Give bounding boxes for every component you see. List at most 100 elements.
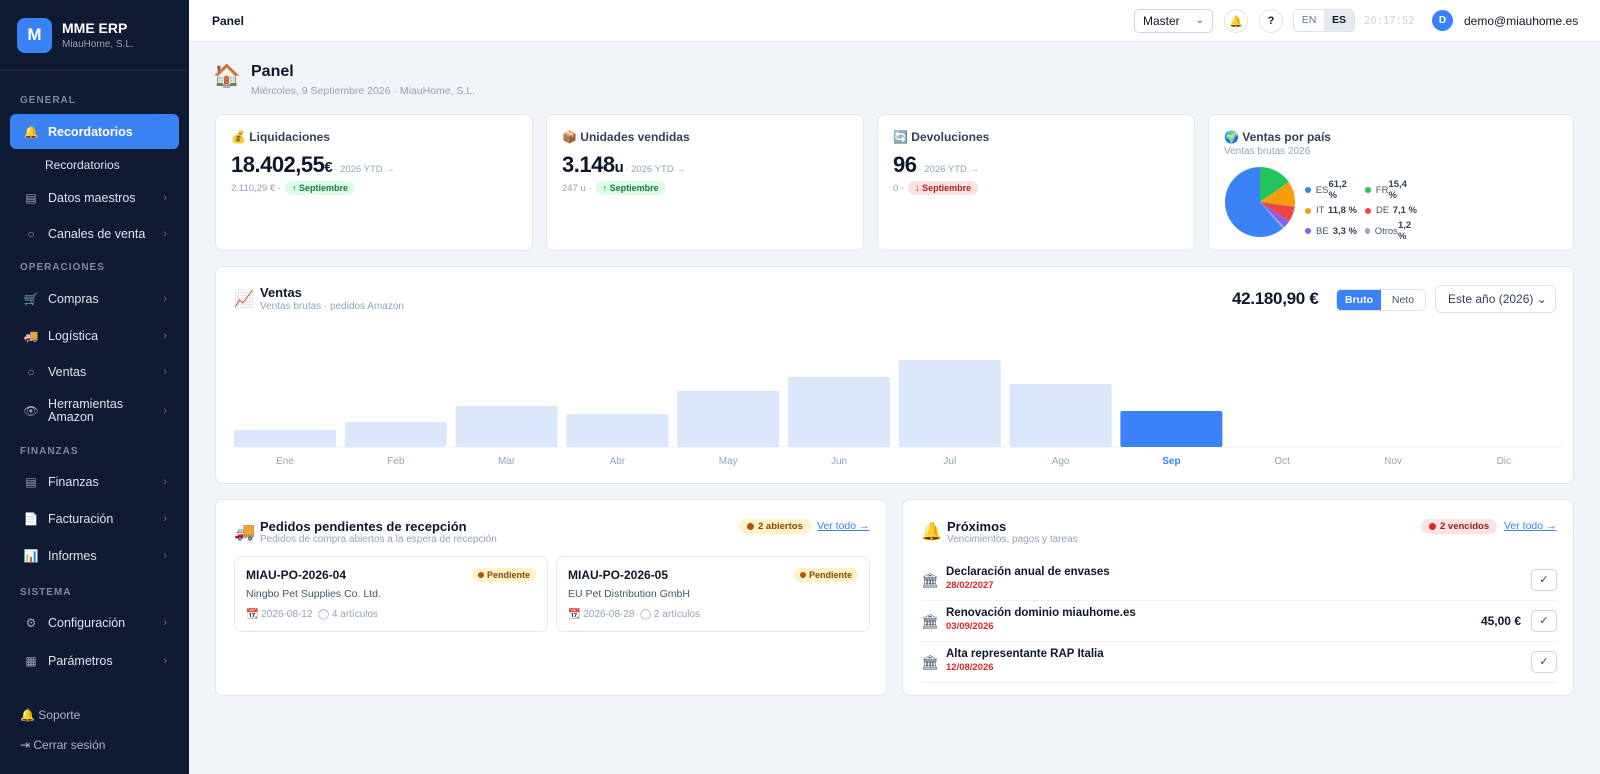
bar-jul[interactable]: [898, 360, 1001, 447]
user-email[interactable]: demo@miauhome.es: [1464, 14, 1579, 28]
pie-slice-de[interactable]: [1260, 202, 1295, 222]
sales-total: 42.180,90 €: [1232, 289, 1319, 308]
page-title: Panel: [251, 63, 294, 80]
chevron-right-icon: ›: [163, 329, 167, 342]
lang-en-button[interactable]: EN: [1301, 14, 1317, 26]
bell-icon: 🔔: [921, 522, 943, 541]
task-date: 12/08/2026: [946, 662, 994, 673]
clock: 20:17:52: [1364, 15, 1415, 27]
complete-task-button[interactable]: ✓: [1531, 610, 1557, 632]
legend-es: ES 61,2 %: [1305, 179, 1365, 201]
truck-icon: 🚚: [234, 522, 256, 541]
upcoming-view-all-link[interactable]: Ver todo →: [1504, 520, 1557, 532]
sidebar-item-recordatorios[interactable]: 🔔 Recordatorios: [10, 114, 179, 149]
bar-ago[interactable]: [1009, 384, 1112, 447]
sidebar-item-facturacion[interactable]: 📄 Facturación ›: [10, 501, 179, 536]
sales-subtitle: Ventas brutas · pedidos Amazon: [260, 301, 404, 312]
task-row: 🏛 Alta representante RAP Italia 12/08/20…: [921, 642, 1557, 683]
sidebar-item-label: Compras: [48, 291, 99, 306]
sales-bar-chart: Ene Feb Mar Abr May Jun Jul Ago Sep Oct Nov Dic: [234, 360, 1564, 467]
bar-sep[interactable]: [1120, 411, 1223, 447]
page-subtitle: Miércoles, 9 Septiembre 2026 · MiauHome,…: [251, 85, 476, 97]
help-button[interactable]: ?: [1259, 9, 1283, 33]
toggle-bruto[interactable]: Bruto: [1337, 290, 1381, 310]
sidebar-item-label: Configuración: [48, 615, 126, 630]
po-card[interactable]: MIAU-PO-2026-04 Pendiente Ningbo Pet Sup…: [234, 556, 548, 632]
kpi-title: 🔄 Devoluciones: [893, 130, 990, 144]
sidebar-item-herramientas-amazon[interactable]: 👁 Herramientas Amazon ›: [10, 392, 179, 430]
entity-select[interactable]: Master ⌄: [1134, 9, 1213, 33]
bar-may[interactable]: [677, 391, 780, 447]
cart-icon: 🛒: [23, 291, 39, 306]
nav-section-general: GENERAL: [20, 95, 76, 106]
brand-logo: M: [17, 17, 52, 53]
kpi-card-unidades[interactable]: 📦 Unidades vendidas 3.148u · 2026 YTD → 2…: [546, 114, 864, 251]
kpi-ytd-link[interactable]: · 2026 YTD →: [918, 164, 980, 175]
topbar: Panel Master ⌄ 🔔 ? EN ES 20:17:52 D demo…: [189, 0, 1600, 42]
sidebar-item-compras[interactable]: 🛒 Compras ›: [10, 281, 179, 316]
sidebar-item-configuracion[interactable]: ⚙ Configuración ›: [10, 605, 179, 640]
pie-slice-otros[interactable]: [1260, 202, 1285, 229]
bar-feb[interactable]: [344, 422, 447, 447]
bar-ene[interactable]: [234, 430, 336, 447]
sidebar-subitem-recordatorios[interactable]: Recordatorios: [45, 158, 120, 172]
check-icon: ✓: [1539, 574, 1549, 586]
task-date: 28/02/2027: [946, 580, 994, 591]
house-icon: 🏠: [213, 63, 241, 88]
pie-slice-it[interactable]: [1260, 182, 1295, 207]
task-title: Alta representante RAP Italia: [946, 648, 1104, 660]
lang-es-button[interactable]: ES: [1324, 10, 1354, 31]
country-sales-card[interactable]: 🌍 Ventas por país Ventas brutas 2026 ES 6…: [1208, 114, 1574, 251]
notifications-button[interactable]: 🔔: [1224, 9, 1248, 33]
po-code: MIAU-PO-2026-05: [568, 568, 669, 582]
legend-dot: [1365, 228, 1370, 234]
complete-task-button[interactable]: ✓: [1531, 651, 1557, 673]
kpi-title: 📦 Unidades vendidas: [562, 130, 690, 144]
sidebar-item-datos-maestros[interactable]: ▤ Datos maestros ›: [10, 180, 179, 215]
kpi-card-devoluciones[interactable]: 🔄 Devoluciones 96 · 2026 YTD → 0 · ↓ Septi…: [877, 114, 1195, 251]
task-title: Declaración anual de envases: [946, 566, 1110, 578]
legend-dot: [1305, 207, 1311, 214]
kpi-card-liquidaciones[interactable]: 💰 Liquidaciones 18.402,55€ · 2026 YTD → 2…: [215, 114, 533, 251]
database-icon: ▤: [25, 474, 37, 489]
pie-slice-es[interactable]: [1225, 167, 1283, 237]
pending-view-all-link[interactable]: Ver todo →: [817, 520, 870, 532]
chevron-right-icon: ›: [163, 616, 167, 629]
chevron-down-icon: ⌄: [1195, 15, 1204, 26]
task-amount: 45,00 €: [1480, 614, 1521, 628]
logout-link[interactable]: ⇥ Cerrar sesión: [20, 738, 106, 752]
sidebar-item-logistica[interactable]: 🚚 Logística ›: [10, 318, 179, 353]
kpi-ytd-link[interactable]: · 2026 YTD →: [334, 164, 395, 175]
period-select[interactable]: Este año (2026) ⌄: [1435, 285, 1556, 313]
eye-icon: 👁: [23, 403, 39, 418]
x-tick-label: Jul: [943, 456, 956, 467]
kpi-footer: 0 · ↓ Septiembre: [893, 181, 979, 195]
kpi-value: 18.402,55€ · 2026 YTD →: [231, 152, 395, 177]
legend-it: IT 11,8 %: [1305, 205, 1365, 216]
support-link[interactable]: 🔔 Soporte: [20, 708, 81, 722]
brand[interactable]: M MME ERP MiauHome, S.L.: [0, 0, 189, 71]
x-tick-label: Feb: [387, 456, 405, 467]
complete-task-button[interactable]: ✓: [1531, 569, 1557, 591]
bar-jun[interactable]: [788, 377, 890, 447]
pie-slice-be[interactable]: [1260, 202, 1290, 227]
x-tick-label: May: [719, 456, 738, 467]
legend-otros: Otros 1,2 %: [1365, 220, 1425, 242]
bar-mar[interactable]: [455, 406, 558, 447]
sidebar-item-canales-de-venta[interactable]: ○ Canales de venta ›: [10, 216, 179, 251]
sidebar-item-informes[interactable]: 📊 Informes ›: [10, 538, 179, 573]
pie-slice-fr[interactable]: [1260, 167, 1289, 202]
bar-abr[interactable]: [566, 414, 669, 447]
status-dot: [1429, 523, 1436, 530]
x-tick-label: Ene: [276, 456, 294, 467]
sidebar-item-ventas[interactable]: ○ Ventas ›: [10, 354, 179, 389]
brand-title: MME ERP: [62, 20, 128, 36]
legend-de: DE 7,1 %: [1365, 205, 1425, 216]
sidebar-item-finanzas[interactable]: ▤ Finanzas ›: [10, 464, 179, 499]
bell-icon: 🔔: [1229, 15, 1243, 28]
kpi-ytd-link[interactable]: · 2026 YTD →: [625, 164, 686, 175]
toggle-neto[interactable]: Neto: [1391, 294, 1415, 306]
sidebar-item-parametros[interactable]: ▦ Parámetros ›: [10, 643, 179, 678]
po-card[interactable]: MIAU-PO-2026-05 Pendiente EU Pet Distrib…: [556, 556, 870, 632]
avatar[interactable]: D: [1432, 10, 1453, 31]
